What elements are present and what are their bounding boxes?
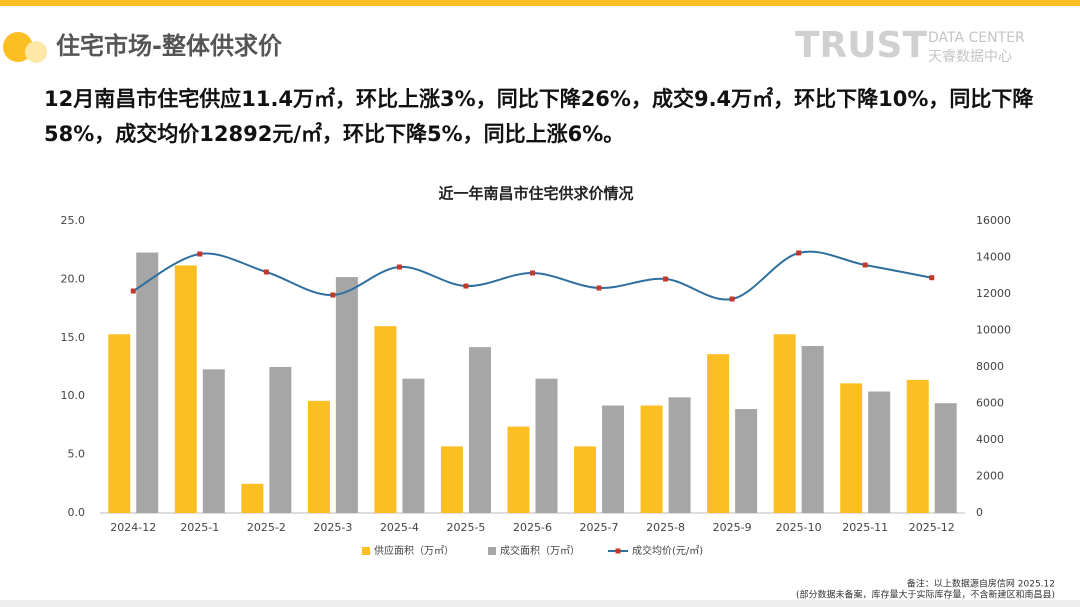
chart-title: 近一年南昌市住宅供求价情况	[438, 185, 633, 203]
bar	[773, 334, 796, 513]
footnote: (部分数据未备案，库存量大于实际库存量，不含新建区和南昌县)	[796, 589, 1055, 601]
legend-label: 成交面积（万㎡）	[500, 544, 580, 557]
x-tick-label: 2025-4	[380, 521, 419, 534]
y-tick-label: 0.0	[68, 506, 86, 519]
x-tick-label: 2025-1	[180, 521, 219, 534]
legend-swatch	[615, 548, 621, 554]
bar	[174, 265, 197, 513]
price-marker	[796, 250, 802, 256]
x-tick-label: 2025-6	[513, 521, 552, 534]
brand: TRUST	[795, 25, 927, 66]
brand-sub: DATA CENTER	[928, 30, 1025, 46]
bar	[108, 334, 131, 513]
y-tick-label: 10.0	[61, 389, 86, 402]
bar	[269, 367, 292, 513]
y2-tick-label: 8000	[976, 360, 1004, 373]
y2-tick-label: 6000	[976, 397, 1004, 410]
x-tick-label: 2025-2	[247, 521, 286, 534]
price-marker	[929, 275, 935, 281]
price-marker	[729, 296, 735, 302]
bar	[374, 326, 397, 513]
y-tick-label: 20.0	[61, 272, 86, 285]
x-tick-label: 2025-11	[842, 521, 888, 534]
bar	[574, 446, 597, 513]
y2-tick-label: 16000	[976, 214, 1011, 227]
y-tick-label: 5.0	[68, 448, 86, 461]
y-tick-label: 25.0	[61, 214, 86, 227]
summary: 12月南昌市住宅供应11.4万㎡，环比上涨3%，同比下降26%，成交9.4万㎡，…	[44, 87, 1034, 146]
x-tick-label: 2025-7	[580, 521, 619, 534]
bar	[906, 379, 929, 513]
title-icon-2	[25, 41, 47, 63]
price-marker	[663, 276, 669, 282]
price-line	[132, 250, 932, 301]
price-marker	[330, 292, 336, 298]
bar	[668, 397, 691, 513]
x-tick-label: 2025-8	[646, 521, 685, 534]
top-bar	[0, 0, 1080, 6]
bar	[136, 252, 159, 513]
bar	[335, 277, 358, 513]
bar	[535, 378, 558, 513]
price-marker	[130, 288, 136, 294]
x-tick-label: 2025-12	[909, 521, 955, 534]
bar	[507, 426, 530, 513]
summary-box: 12月南昌市住宅供应11.4万㎡，环比上涨3%，同比下降26%，成交9.4万㎡，…	[44, 87, 1034, 146]
bar	[241, 483, 264, 513]
bar	[307, 400, 330, 513]
bar	[602, 405, 625, 513]
legend-swatch	[488, 547, 496, 555]
bottom-band	[0, 600, 1080, 607]
bar	[934, 403, 957, 513]
y2-tick-label: 14000	[976, 251, 1011, 264]
price-marker	[530, 270, 535, 276]
header-title: 住宅市场-整体供求价	[56, 32, 283, 60]
price-marker	[596, 285, 602, 291]
y2-tick-label: 4000	[976, 433, 1004, 446]
bar	[801, 345, 824, 513]
bar	[840, 383, 863, 513]
legend-swatch	[362, 547, 370, 555]
bar	[468, 347, 491, 513]
bar	[707, 354, 730, 513]
price-marker	[396, 264, 402, 270]
bar	[735, 409, 758, 513]
y2-tick-label: 0	[976, 506, 983, 519]
price-marker	[197, 251, 203, 257]
bar	[868, 391, 891, 513]
y2-tick-label: 2000	[976, 470, 1004, 483]
bar	[440, 446, 463, 513]
legend-label: 供应面积（万㎡）	[374, 544, 454, 557]
y2-tick-label: 12000	[976, 287, 1011, 300]
bar	[640, 405, 663, 513]
x-tick-label: 2025-9	[713, 521, 752, 534]
footnote: 备注：以上数据源自房信网 2025.12	[907, 578, 1055, 590]
price-marker	[463, 283, 469, 289]
x-tick-label: 2025-5	[446, 521, 485, 534]
bar	[402, 378, 425, 513]
price-marker	[862, 262, 868, 268]
y2-tick-label: 10000	[976, 324, 1011, 337]
legend-label: 成交均价(元/㎡)	[632, 544, 703, 557]
x-tick-label: 2025-3	[313, 521, 352, 534]
bar	[202, 369, 225, 513]
brand-cn: 天睿数据中心	[928, 49, 1012, 65]
x-tick-label: 2025-10	[776, 521, 822, 534]
y-tick-label: 15.0	[61, 331, 86, 344]
price-marker	[263, 269, 269, 275]
x-tick-label: 2024-12	[110, 521, 156, 534]
